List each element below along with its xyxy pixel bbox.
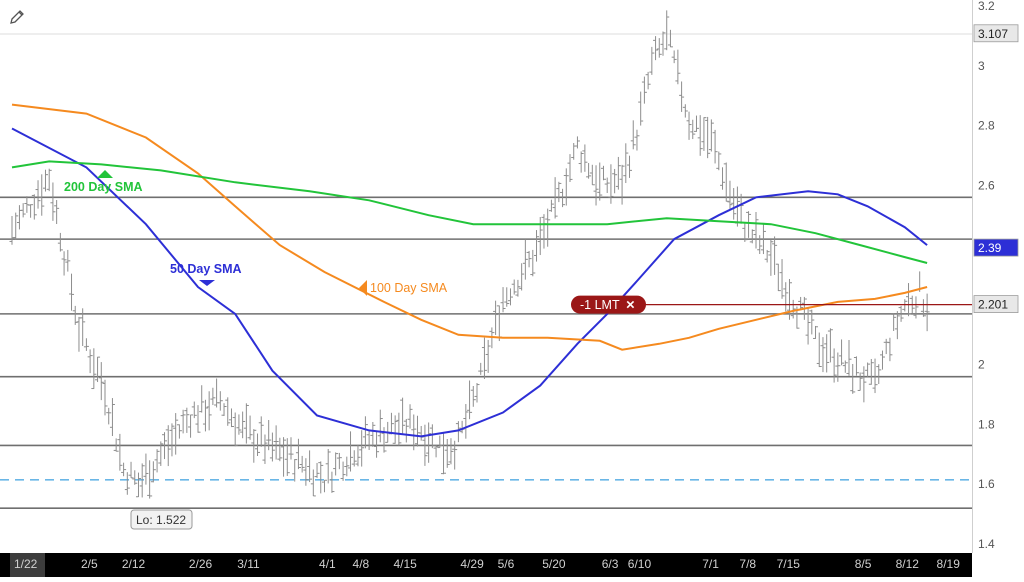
y-tick-label: 3	[978, 59, 985, 73]
y-tick-label: 1.6	[978, 477, 995, 491]
x-tick-label: 2/5	[81, 557, 98, 571]
ohlc-bars	[9, 10, 930, 499]
x-tick-label: 4/15	[393, 557, 417, 571]
series-line-50-day-sma	[11, 127, 928, 438]
time-axis-first-label-box	[10, 553, 45, 577]
price-tag-label: 2.39	[978, 241, 1002, 255]
x-tick-label: 7/1	[702, 557, 719, 571]
x-tick-label: 2/12	[122, 557, 146, 571]
x-tick-label: 6/10	[628, 557, 652, 571]
low-label: Lo: 1.522	[136, 513, 186, 527]
pencil-icon[interactable]	[8, 8, 26, 26]
sma50-label: 50 Day SMA	[170, 262, 242, 276]
price-tag	[973, 295, 1019, 313]
y-tick-label: 2.6	[978, 178, 995, 192]
sma100-label: 100 Day SMA	[370, 281, 448, 295]
x-tick-label: 8/5	[855, 557, 872, 571]
x-tick-label: 3/11	[237, 557, 260, 571]
x-tick-label: 4/8	[353, 557, 370, 571]
triangle-up-icon	[97, 170, 113, 178]
y-tick-label: 2.8	[978, 119, 995, 133]
price-tag-label: 2.201	[978, 298, 1008, 312]
x-tick-label: 4/1	[319, 557, 336, 571]
x-tick-label: 5/6	[498, 557, 515, 571]
limit-order-label: -1 LMT	[580, 298, 620, 312]
x-tick-label: 7/8	[739, 557, 756, 571]
time-axis	[0, 553, 972, 577]
x-tick-label: 7/15	[777, 557, 801, 571]
x-tick-label: 6/3	[602, 557, 619, 571]
plot-background	[0, 0, 972, 553]
y-tick-label: 2	[978, 358, 985, 372]
x-tick-label: 1/22	[14, 557, 38, 571]
close-icon: ×	[626, 297, 635, 314]
y-tick-label: 1.4	[978, 537, 995, 551]
price-tag	[973, 24, 1019, 43]
price-tag	[973, 238, 1019, 257]
price-axis	[972, 0, 1024, 577]
series-line-200-day-sma	[11, 160, 928, 264]
triangle-down-icon	[199, 280, 215, 286]
low-badge	[130, 509, 193, 530]
x-tick-label: 5/20	[542, 557, 566, 571]
x-tick-label: 8/12	[896, 557, 920, 571]
x-tick-label: 2/26	[189, 557, 213, 571]
x-tick-label: 4/29	[460, 557, 484, 571]
x-tick-label: 8/19	[937, 557, 961, 571]
limit-order-pill	[571, 295, 646, 314]
sma200-label: 200 Day SMA	[64, 180, 143, 194]
price-tag-label: 3.107	[978, 27, 1008, 41]
series-line-100-day-sma	[11, 103, 928, 351]
y-tick-label: 1.8	[978, 417, 995, 431]
y-tick-label: 3.2	[978, 0, 995, 13]
triangle-left-icon	[359, 280, 367, 296]
